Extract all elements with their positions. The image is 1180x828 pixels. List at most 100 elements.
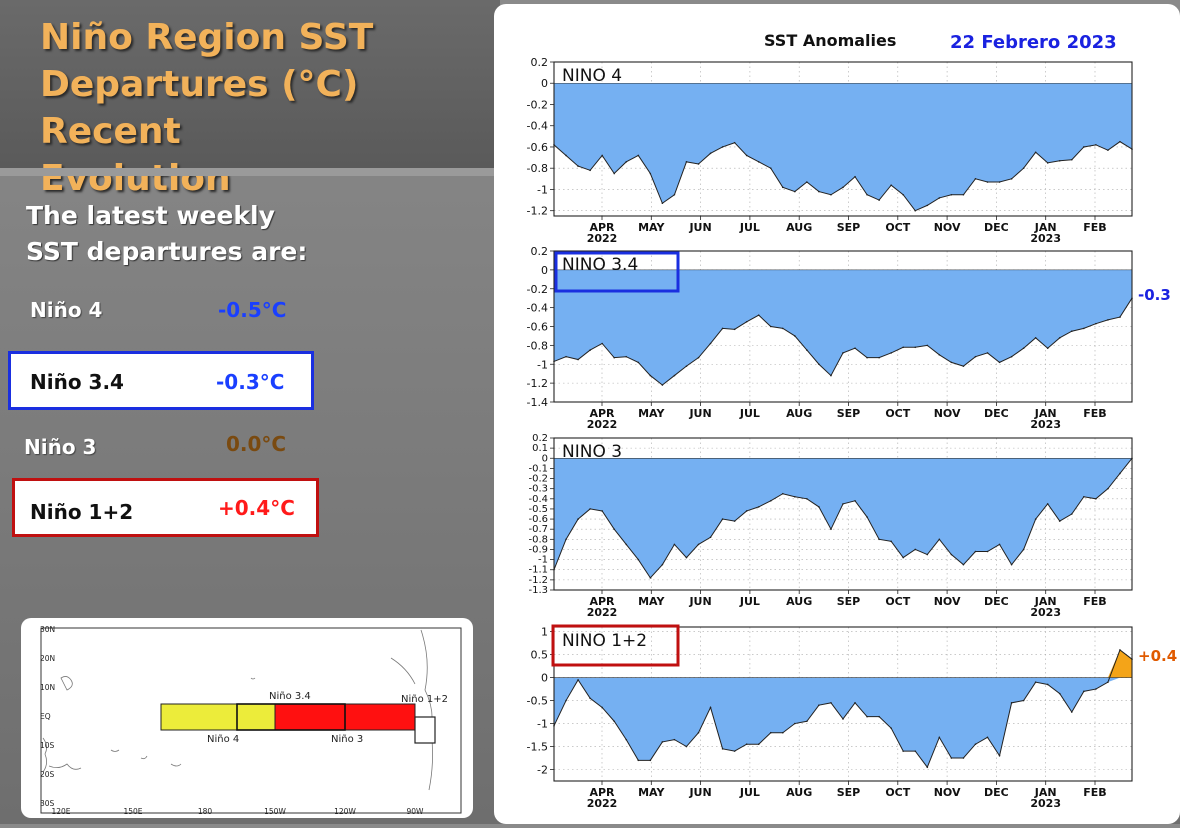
data-point: [842, 352, 844, 354]
y-tick-label: -1: [537, 718, 548, 731]
data-point: [577, 518, 579, 520]
x-year-label: 2023: [1030, 418, 1061, 431]
data-point: [649, 374, 652, 377]
data-point: [769, 500, 772, 502]
data-point: [950, 553, 953, 556]
data-point: [565, 699, 567, 702]
x-tick-label: JUN: [688, 595, 711, 608]
data-point: [781, 492, 784, 495]
data-point: [986, 352, 989, 354]
data-point: [589, 697, 591, 700]
nino4-region: [160, 703, 238, 731]
latest-value-label: -0.3: [1138, 286, 1171, 304]
map-lon-180: 180: [198, 807, 213, 816]
data-point: [781, 327, 784, 330]
negative-anomaly-area: [554, 269, 1132, 386]
x-tick-label: AUG: [786, 786, 812, 799]
data-point: [625, 355, 628, 358]
y-tick-label: -0.6: [527, 321, 548, 334]
map-coastlines: [42, 629, 433, 791]
nino12-region: [414, 716, 436, 744]
data-point: [830, 702, 832, 704]
data-point: [649, 759, 652, 762]
map-lon-150w: 150W: [264, 807, 286, 816]
data-point: [769, 167, 772, 170]
x-year-label: 2023: [1030, 797, 1061, 810]
data-point: [1095, 322, 1097, 325]
data-point: [649, 172, 652, 175]
data-point: [854, 175, 856, 178]
data-point: [866, 356, 868, 359]
chart-main-title: SST Anomalies: [764, 31, 896, 50]
map-lat-10s: 10S: [40, 741, 55, 750]
data-point: [697, 356, 700, 359]
data-point: [661, 384, 664, 386]
data-point: [878, 199, 880, 201]
chart-date-label: 22 Febrero 2023: [950, 32, 1117, 53]
data-point: [685, 745, 688, 748]
data-point: [769, 731, 772, 734]
y-tick-label: -1: [537, 358, 548, 371]
slide-title-line-1: Niño Region SST: [40, 17, 374, 58]
data-point: [878, 356, 880, 359]
y-tick-label: 1: [541, 626, 548, 639]
x-tick-label: JAN: [1034, 407, 1057, 420]
data-point: [842, 718, 844, 720]
title-divider: [0, 168, 500, 176]
x-tick-label: OCT: [885, 221, 910, 234]
data-point: [926, 766, 929, 769]
nino-regions-map-svg: Niño 3.4 Niño 1+2 Niño 4 Niño 3 30N 20N …: [40, 625, 462, 816]
x-tick-label: FEB: [1083, 221, 1106, 234]
x-tick-label: DEC: [984, 407, 1009, 420]
data-point: [577, 679, 579, 681]
y-tick-label: -1.2: [527, 205, 548, 218]
data-point: [974, 550, 977, 553]
data-point: [1046, 683, 1049, 686]
chart-panel-nino3: 0.20.10-0.1-0.2-0.3-0.4-0.5-0.6-0.7-0.8-…: [528, 433, 1133, 619]
x-tick-label: DEC: [984, 786, 1009, 799]
y-tick-label: -0.6: [528, 514, 548, 525]
y-tick-label: -0.6: [527, 141, 548, 154]
x-tick-label: OCT: [885, 407, 910, 420]
data-point: [637, 558, 640, 561]
data-point: [902, 750, 905, 752]
data-point: [757, 161, 760, 163]
y-tick-label: 0.2: [531, 56, 549, 69]
data-point: [794, 722, 796, 725]
data-point: [794, 495, 796, 498]
y-tick-label: 0: [541, 77, 548, 90]
x-tick-label: SEP: [837, 786, 861, 799]
y-tick-label: -0.3: [528, 484, 548, 495]
data-point: [1034, 681, 1037, 683]
x-tick-label: AUG: [786, 221, 812, 234]
data-point: [745, 320, 748, 323]
data-point: [902, 193, 905, 196]
map-lon-150e: 150E: [123, 807, 142, 816]
data-point: [769, 325, 772, 328]
x-year-label: 2022: [587, 606, 618, 619]
region-name-nino34: Niño 3.4: [30, 370, 124, 394]
data-point: [914, 548, 917, 551]
data-point: [709, 706, 712, 709]
data-point: [589, 349, 591, 351]
data-point: [818, 506, 820, 508]
data-point: [818, 704, 820, 706]
data-point: [565, 355, 567, 358]
data-point: [878, 715, 880, 718]
x-tick-label: APR: [589, 407, 615, 420]
y-tick-label: -0.2: [528, 474, 548, 485]
data-point: [1010, 178, 1013, 180]
nino34-highlight-box: [8, 351, 314, 410]
plot-frame: [553, 626, 1133, 782]
data-point: [938, 354, 941, 356]
data-point: [721, 146, 724, 148]
sst-anomalies-charts: SST Anomalies 22 Febrero 2023 0.20-0.2-0…: [527, 31, 1178, 810]
data-point: [709, 152, 712, 155]
data-point: [1022, 548, 1025, 551]
x-year-label: 2023: [1030, 606, 1061, 619]
panel-label: NINO 3: [562, 442, 622, 462]
x-tick-label: MAY: [638, 221, 665, 234]
y-tick-label: -2: [537, 764, 548, 777]
y-tick-label: -0.4: [527, 120, 548, 133]
region-name-nino12: Niño 1+2: [30, 500, 134, 524]
